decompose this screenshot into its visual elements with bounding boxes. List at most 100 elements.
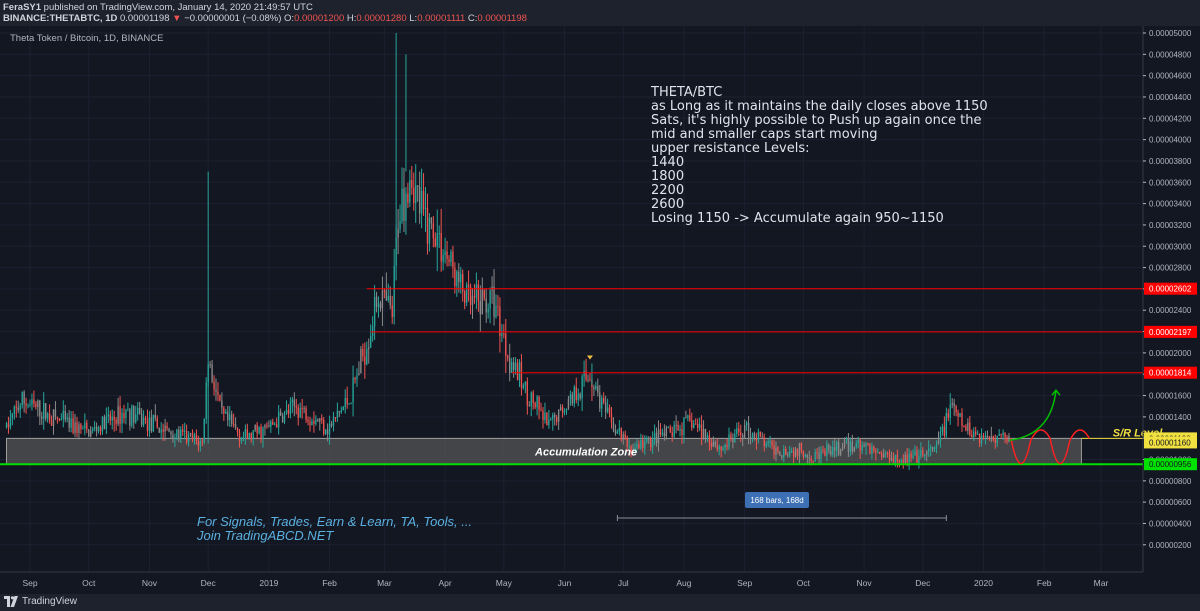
candle-body [23, 391, 25, 404]
candle-body [205, 382, 207, 419]
candle-body [383, 290, 386, 292]
candle-body [381, 290, 384, 309]
candle-body [328, 423, 331, 435]
candle-body [164, 425, 166, 432]
close-label: C: [467, 13, 478, 24]
candle-body [369, 335, 372, 348]
candle-body [503, 333, 505, 335]
candle-body [982, 435, 985, 438]
candle-body [667, 427, 669, 429]
candle-body [262, 427, 264, 440]
candle-body [830, 450, 832, 455]
candle-body [452, 251, 454, 269]
candle-body [798, 443, 801, 457]
candle-body [393, 265, 395, 318]
candle-body [260, 426, 262, 440]
promo-line: Join TradingABCD.NET [196, 528, 334, 543]
candle-body [479, 301, 482, 315]
candle-body [213, 381, 215, 390]
candle-body [851, 441, 854, 452]
tradingview-brand[interactable]: TradingView [4, 596, 77, 607]
candle-body [626, 437, 628, 447]
candle-body [834, 447, 836, 451]
candle-body [792, 451, 795, 457]
candle-body [428, 217, 431, 244]
price-chart[interactable]: Theta Token / Bitcoin, 1D, BINANCE Accum… [0, 26, 1200, 594]
candle-body [779, 451, 781, 456]
candle-body [25, 403, 27, 406]
candle-body [11, 413, 14, 419]
candle-body [971, 434, 973, 438]
candle-body [340, 410, 342, 413]
candle-body [356, 375, 358, 380]
candle-body [180, 429, 182, 439]
candle-body [485, 298, 487, 313]
candle-body [303, 408, 305, 410]
candle-body [131, 406, 133, 426]
candle-body [395, 237, 397, 266]
candle-body [955, 406, 957, 413]
candle-body [585, 370, 587, 380]
candle-body [91, 428, 94, 431]
candle-body [37, 400, 39, 408]
candle-body [368, 347, 370, 350]
candle-body [301, 408, 303, 410]
candle-body [945, 413, 948, 436]
candle-body [518, 362, 521, 380]
candle-body [324, 429, 327, 434]
candle-body [569, 394, 572, 400]
candle-body [700, 424, 703, 440]
note-line: mid and smaller caps start moving [651, 127, 877, 142]
y-tick-label: 0.00004200 [1149, 114, 1192, 123]
candle-body [608, 407, 611, 415]
candle-body [857, 439, 859, 444]
candle-body [68, 417, 70, 428]
candle-body [215, 389, 217, 392]
candle-body [657, 429, 660, 443]
candle-body [587, 379, 589, 381]
price-tags: 0.000026020.000021970.000018140.00001198… [1144, 282, 1197, 471]
candle-body [599, 392, 601, 409]
analysis-note: THETA/BTC as Long as it maintains the da… [650, 85, 992, 226]
candle-body [495, 305, 497, 318]
candle-body [185, 430, 188, 442]
symbol-interval[interactable]: BINANCE:THETABTC, 1D [3, 13, 118, 24]
candle-body [465, 284, 468, 303]
candle-body [902, 459, 904, 463]
y-tick-label: 0.00002400 [1149, 306, 1192, 315]
candle-body [274, 424, 276, 426]
candle-body [469, 286, 472, 305]
candle-body [804, 455, 807, 457]
candle-body [620, 428, 622, 440]
candle-body [123, 413, 125, 419]
candle-body [350, 402, 352, 404]
candle-body [344, 397, 346, 407]
candle-body [142, 418, 145, 425]
candle-body [230, 414, 233, 425]
candle-body [655, 432, 658, 443]
candle-body [209, 364, 211, 366]
candle-body [886, 452, 889, 455]
candle-body [581, 376, 583, 399]
candle-body [432, 223, 435, 239]
candle-body [516, 362, 519, 380]
candle-body [839, 450, 842, 455]
candle-body [62, 410, 64, 419]
price-tag-box [1144, 366, 1197, 379]
candle-body [820, 449, 822, 459]
candle-body [317, 419, 319, 422]
x-axis[interactable]: Sep Oct Nov Dec 2019 Feb Mar Apr May Jun Jul Aug Sep… [22, 578, 1108, 588]
x-tick-label: Apr [438, 578, 451, 588]
candle-body [234, 424, 237, 428]
candle-body [894, 455, 897, 463]
candle-body [704, 428, 707, 438]
candle-body [471, 296, 474, 305]
ohlc-line: BINANCE:THETABTC, 1D 0.00001198 ▼ −0.000… [3, 13, 527, 24]
candle-body [663, 432, 666, 437]
candle-body [728, 434, 730, 447]
x-tick-label: Oct [82, 578, 96, 588]
publisher-user[interactable]: FeraSY1 [3, 2, 42, 13]
candle-body [640, 440, 642, 449]
y-tick-label: 0.00003400 [1149, 200, 1192, 209]
date-range-measure[interactable]: 168 bars, 168d [616, 492, 947, 521]
